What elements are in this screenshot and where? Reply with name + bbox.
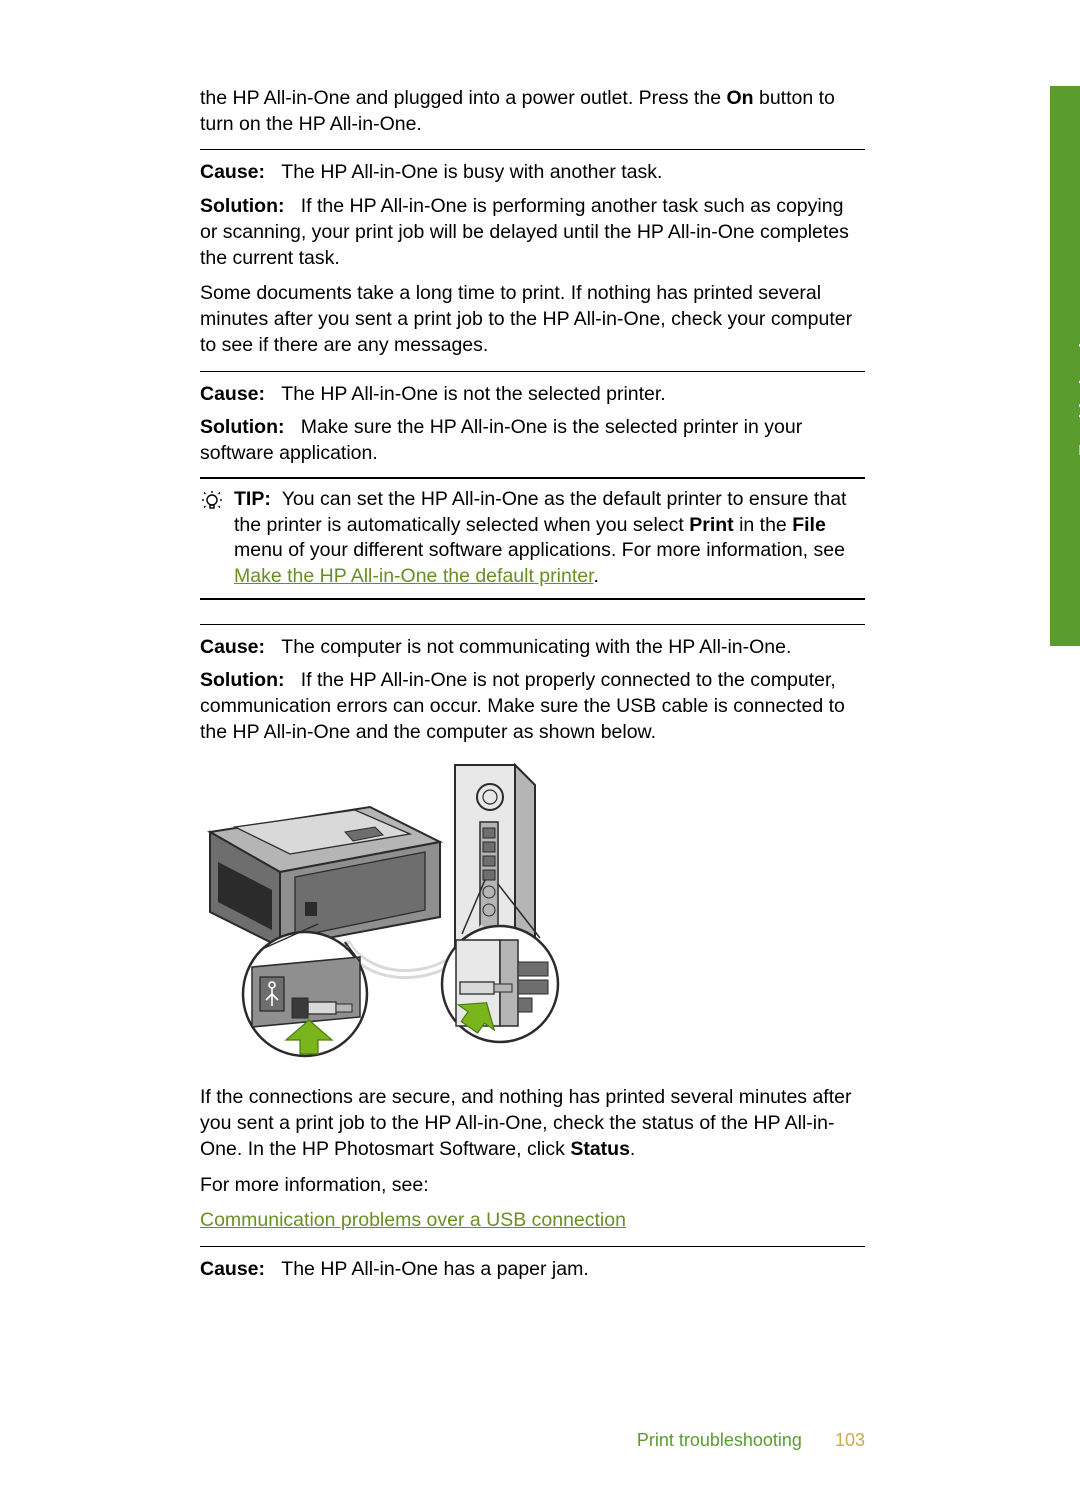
after-a: If the connections are secure, and nothi… bbox=[200, 1086, 851, 1159]
tip-label: TIP: bbox=[234, 488, 271, 510]
after-b: . bbox=[630, 1138, 635, 1160]
cause-text: The HP All-in-One is busy with another t… bbox=[281, 161, 662, 183]
solution-text: If the HP All-in-One is not properly con… bbox=[200, 669, 845, 742]
cause-text: The HP All-in-One is not the selected pr… bbox=[281, 383, 665, 405]
footer-section-title: Print troubleshooting bbox=[637, 1430, 802, 1450]
tip-box: TIP: You can set the HP All-in-One as th… bbox=[200, 487, 865, 590]
usb-connection-diagram bbox=[200, 762, 865, 1068]
cause-row: Cause: The HP All-in-One is busy with an… bbox=[200, 160, 865, 186]
tip-divider-top bbox=[200, 477, 865, 479]
tip-text: TIP: You can set the HP All-in-One as th… bbox=[234, 487, 865, 590]
cause-row: Cause: The computer is not communicating… bbox=[200, 635, 865, 661]
cause-label: Cause: bbox=[200, 383, 265, 405]
file-word: File bbox=[792, 514, 826, 536]
divider bbox=[200, 624, 865, 625]
footer-page-number: 103 bbox=[835, 1430, 865, 1450]
side-tab-label: Troubleshooting bbox=[1076, 322, 1080, 455]
lightbulb-icon bbox=[200, 489, 224, 521]
tip-d: . bbox=[594, 565, 599, 587]
cause-text: The computer is not communicating with t… bbox=[281, 636, 791, 658]
tip-divider-bottom bbox=[200, 598, 865, 600]
tip-c: menu of your different software applicat… bbox=[234, 539, 845, 561]
intro-part1: the HP All-in-One and plugged into a pow… bbox=[200, 87, 726, 109]
intro-paragraph: the HP All-in-One and plugged into a pow… bbox=[200, 86, 865, 137]
cause-text: The HP All-in-One has a paper jam. bbox=[281, 1258, 588, 1280]
after-image-paragraph: If the connections are secure, and nothi… bbox=[200, 1085, 865, 1162]
solution-text: Make sure the HP All-in-One is the selec… bbox=[200, 416, 802, 464]
section-paper-jam: Cause: The HP All-in-One has a paper jam… bbox=[200, 1257, 865, 1283]
extra-paragraph: Some documents take a long time to print… bbox=[200, 281, 865, 358]
section-communication: Cause: The computer is not communicating… bbox=[200, 635, 865, 1234]
tip-link[interactable]: Make the HP All-in-One the default print… bbox=[234, 565, 594, 587]
status-word: Status bbox=[570, 1138, 630, 1160]
solution-row: Solution: If the HP All-in-One is not pr… bbox=[200, 668, 865, 745]
solution-row: Solution: If the HP All-in-One is perfor… bbox=[200, 194, 865, 271]
section-busy: Cause: The HP All-in-One is busy with an… bbox=[200, 160, 865, 358]
more-info-label: For more information, see: bbox=[200, 1173, 865, 1199]
solution-row: Solution: Make sure the HP All-in-One is… bbox=[200, 415, 865, 466]
cause-row: Cause: The HP All-in-One is not the sele… bbox=[200, 382, 865, 408]
divider bbox=[200, 149, 865, 150]
solution-label: Solution: bbox=[200, 195, 284, 217]
divider bbox=[200, 371, 865, 372]
on-word: On bbox=[726, 87, 753, 109]
solution-label: Solution: bbox=[200, 416, 284, 438]
page-content: the HP All-in-One and plugged into a pow… bbox=[200, 86, 865, 1291]
comm-link-row: Communication problems over a USB connec… bbox=[200, 1208, 865, 1234]
cause-label: Cause: bbox=[200, 161, 265, 183]
section-selected-printer: Cause: The HP All-in-One is not the sele… bbox=[200, 382, 865, 600]
cause-label: Cause: bbox=[200, 636, 265, 658]
side-tab: Troubleshooting bbox=[1050, 86, 1080, 646]
cause-row: Cause: The HP All-in-One has a paper jam… bbox=[200, 1257, 865, 1283]
divider bbox=[200, 1246, 865, 1247]
print-word: Print bbox=[689, 514, 733, 536]
solution-label: Solution: bbox=[200, 669, 284, 691]
communication-link[interactable]: Communication problems over a USB connec… bbox=[200, 1209, 626, 1231]
tip-b: in the bbox=[734, 514, 793, 536]
page-footer: Print troubleshooting 103 bbox=[200, 1430, 865, 1451]
cause-label: Cause: bbox=[200, 1258, 265, 1280]
solution-text: If the HP All-in-One is performing anoth… bbox=[200, 195, 849, 268]
